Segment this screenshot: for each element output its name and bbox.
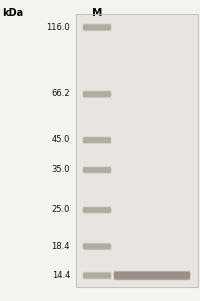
Bar	[114, 273, 189, 274]
Bar	[114, 272, 189, 273]
Text: 14.4: 14.4	[52, 271, 70, 280]
Bar	[114, 274, 189, 275]
Bar	[114, 271, 189, 272]
Bar	[76, 14, 198, 287]
Bar	[114, 274, 189, 275]
Text: 35.0: 35.0	[52, 165, 70, 174]
Text: M: M	[92, 8, 102, 17]
Text: 116.0: 116.0	[46, 23, 70, 32]
Bar	[114, 276, 189, 277]
Bar	[114, 275, 189, 276]
Bar	[76, 14, 198, 287]
Bar	[114, 278, 189, 279]
Bar	[114, 272, 189, 273]
Text: kDa: kDa	[2, 8, 23, 17]
Text: 25.0: 25.0	[52, 205, 70, 214]
Text: 45.0: 45.0	[52, 135, 70, 144]
Text: 18.4: 18.4	[52, 242, 70, 251]
Bar	[114, 275, 189, 276]
Text: 66.2: 66.2	[51, 89, 70, 98]
Bar	[114, 277, 189, 278]
